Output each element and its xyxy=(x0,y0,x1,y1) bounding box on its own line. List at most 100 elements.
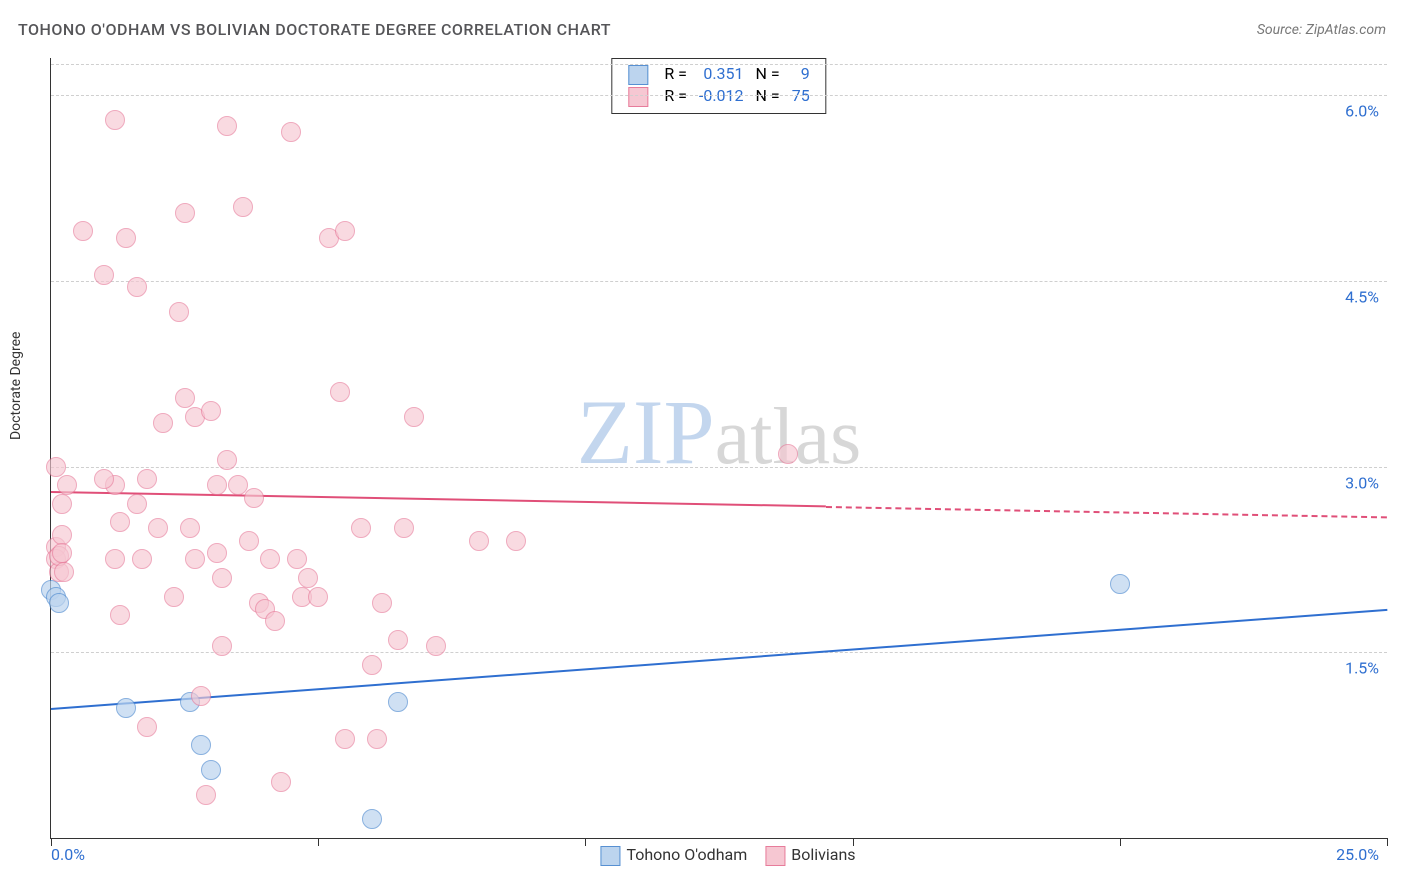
data-point xyxy=(335,729,355,749)
data-point xyxy=(367,729,387,749)
data-point xyxy=(175,388,195,408)
trend-line xyxy=(51,491,826,507)
data-point xyxy=(127,277,147,297)
data-point xyxy=(388,630,408,650)
data-point xyxy=(372,593,392,613)
data-point xyxy=(265,611,285,631)
data-point xyxy=(426,636,446,656)
data-point xyxy=(394,518,414,538)
data-point xyxy=(185,549,205,569)
data-point xyxy=(506,531,526,551)
legend-swatch xyxy=(600,846,620,866)
chart-title: TOHONO O'ODHAM VS BOLIVIAN DOCTORATE DEG… xyxy=(18,20,611,39)
data-point xyxy=(362,655,382,675)
data-point xyxy=(212,636,232,656)
x-tick xyxy=(51,838,52,846)
x-tick xyxy=(853,838,854,846)
gridline xyxy=(51,64,1387,65)
data-point xyxy=(196,785,216,805)
x-tick xyxy=(1387,838,1388,846)
data-point xyxy=(271,772,291,792)
data-point xyxy=(52,494,72,514)
legend-swatch xyxy=(628,65,648,85)
source-attribution: Source: ZipAtlas.com xyxy=(1257,22,1386,38)
data-point xyxy=(110,512,130,532)
data-point xyxy=(105,110,125,130)
data-point xyxy=(116,698,136,718)
data-point xyxy=(244,488,264,508)
data-point xyxy=(137,717,157,737)
data-point xyxy=(137,469,157,489)
data-point xyxy=(217,450,237,470)
x-axis-min-label: 0.0% xyxy=(51,845,85,864)
data-point xyxy=(169,302,189,322)
data-point xyxy=(335,221,355,241)
data-point xyxy=(52,543,72,563)
data-point xyxy=(201,401,221,421)
data-point xyxy=(94,265,114,285)
legend-series-label: Tohono O'odham xyxy=(626,845,747,864)
gridline xyxy=(51,281,1387,282)
data-point xyxy=(191,686,211,706)
legend-series-label: Bolivians xyxy=(791,845,855,864)
data-point xyxy=(207,475,227,495)
data-point xyxy=(388,692,408,712)
gridline xyxy=(51,95,1387,96)
data-point xyxy=(330,382,350,402)
legend-n-value: 9 xyxy=(786,63,816,85)
data-point xyxy=(127,494,147,514)
gridline xyxy=(51,652,1387,653)
trend-line xyxy=(826,506,1387,518)
data-point xyxy=(54,562,74,582)
correlation-legend: R =0.351N =9R =-0.012N =75 xyxy=(611,58,826,114)
y-axis-label: Doctorate Degree xyxy=(8,332,24,440)
data-point xyxy=(239,531,259,551)
data-point xyxy=(132,549,152,569)
watermark-prefix: ZIP xyxy=(577,381,715,483)
data-point xyxy=(404,407,424,427)
data-point xyxy=(233,197,253,217)
y-tick-label: 1.5% xyxy=(1345,659,1379,678)
x-tick xyxy=(1120,838,1121,846)
watermark-suffix: atlas xyxy=(715,393,862,481)
data-point xyxy=(1110,574,1130,594)
legend-n-label: N = xyxy=(750,63,786,85)
legend-r-value: 0.351 xyxy=(693,63,750,85)
y-tick-label: 6.0% xyxy=(1345,102,1379,121)
data-point xyxy=(201,760,221,780)
legend-r-label: R = xyxy=(658,63,693,85)
legend-swatch xyxy=(628,87,648,107)
data-point xyxy=(46,457,66,477)
data-point xyxy=(175,203,195,223)
series-legend: Tohono O'odham Bolivians xyxy=(582,845,855,866)
data-point xyxy=(778,444,798,464)
data-point xyxy=(260,549,280,569)
data-point xyxy=(73,221,93,241)
chart-container: TOHONO O'ODHAM VS BOLIVIAN DOCTORATE DEG… xyxy=(0,0,1406,892)
data-point xyxy=(153,413,173,433)
data-point xyxy=(469,531,489,551)
x-axis-max-label: 25.0% xyxy=(1336,845,1379,864)
data-point xyxy=(105,549,125,569)
data-point xyxy=(57,475,77,495)
data-point xyxy=(217,116,237,136)
data-point xyxy=(287,549,307,569)
legend-row: R =0.351N =9 xyxy=(622,63,815,85)
data-point xyxy=(180,518,200,538)
y-tick-label: 4.5% xyxy=(1345,287,1379,306)
plot-area: ZIPatlas R =0.351N =9R =-0.012N =75 Toho… xyxy=(50,58,1387,839)
data-point xyxy=(148,518,168,538)
data-point xyxy=(164,587,184,607)
x-tick xyxy=(585,838,586,846)
data-point xyxy=(298,568,318,588)
trend-line xyxy=(51,609,1387,710)
x-tick xyxy=(318,838,319,846)
data-point xyxy=(94,469,114,489)
data-point xyxy=(351,518,371,538)
data-point xyxy=(116,228,136,248)
legend-swatch xyxy=(765,846,785,866)
y-tick-label: 3.0% xyxy=(1345,473,1379,492)
data-point xyxy=(212,568,232,588)
data-point xyxy=(362,809,382,829)
data-point xyxy=(110,605,130,625)
